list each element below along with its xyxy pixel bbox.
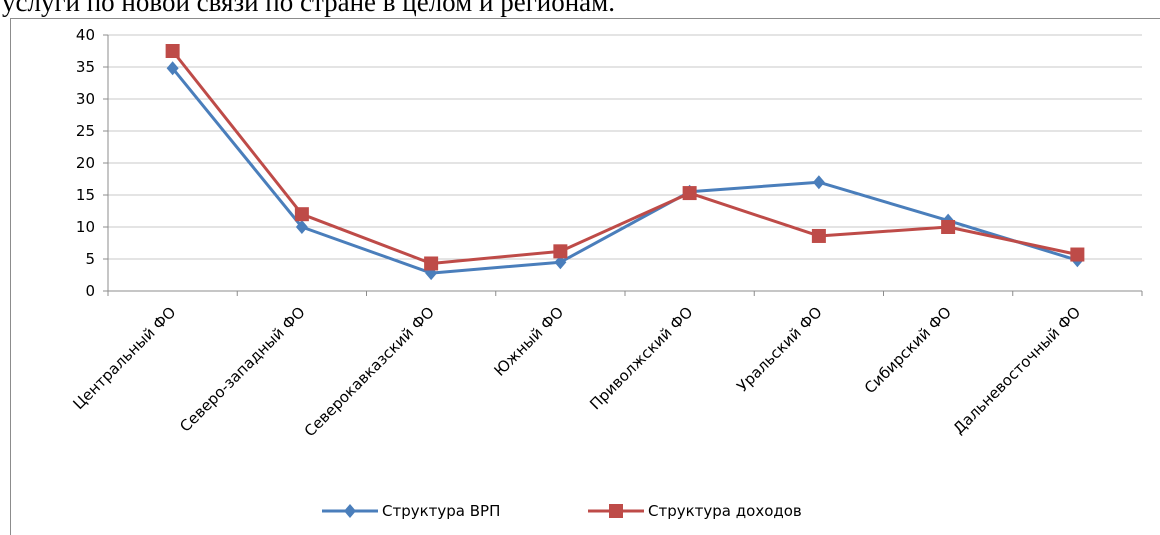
y-tick-label: 30 [76,90,95,108]
marker [344,504,356,518]
x-tick-label: Южный ФО [490,303,567,380]
x-tick-label: Дальневосточный ФО [950,303,1085,438]
marker [294,207,309,222]
header-text: услуги по новой связи по стране в целом … [2,0,615,17]
marker [424,256,439,271]
legend-label: Структура доходов [648,502,802,520]
y-tick-label: 15 [76,186,95,204]
y-tick-label: 35 [76,58,95,76]
series-line [171,67,1078,275]
y-tick-label: 25 [76,122,95,140]
x-tick-label: Северокавказский ФО [301,303,438,440]
marker [295,220,308,234]
series-line [171,50,1078,265]
y-tick-label: 5 [85,250,95,268]
marker [1070,247,1085,262]
y-tick-label: 0 [85,282,95,300]
x-tick-label: Уральский ФО [733,303,825,395]
y-tick-label: 10 [76,218,95,236]
chart-border [10,18,1160,535]
x-tick-label: Сибирский ФО [861,303,955,397]
marker [811,228,826,243]
y-tick-label: 20 [76,154,95,172]
x-tick-label: Северо-западный ФО [176,303,308,435]
marker [609,504,623,518]
marker [554,255,567,270]
marker [941,220,956,234]
marker [812,175,825,190]
legend-label: Структура ВРП [382,502,500,520]
y-tick-label: 40 [76,26,95,44]
marker [682,186,697,201]
marker [166,61,179,76]
marker [165,44,180,58]
x-tick-label: Центральный ФО [70,303,180,413]
marker [553,244,568,259]
x-tick-label: Приволжский ФО [586,303,696,413]
